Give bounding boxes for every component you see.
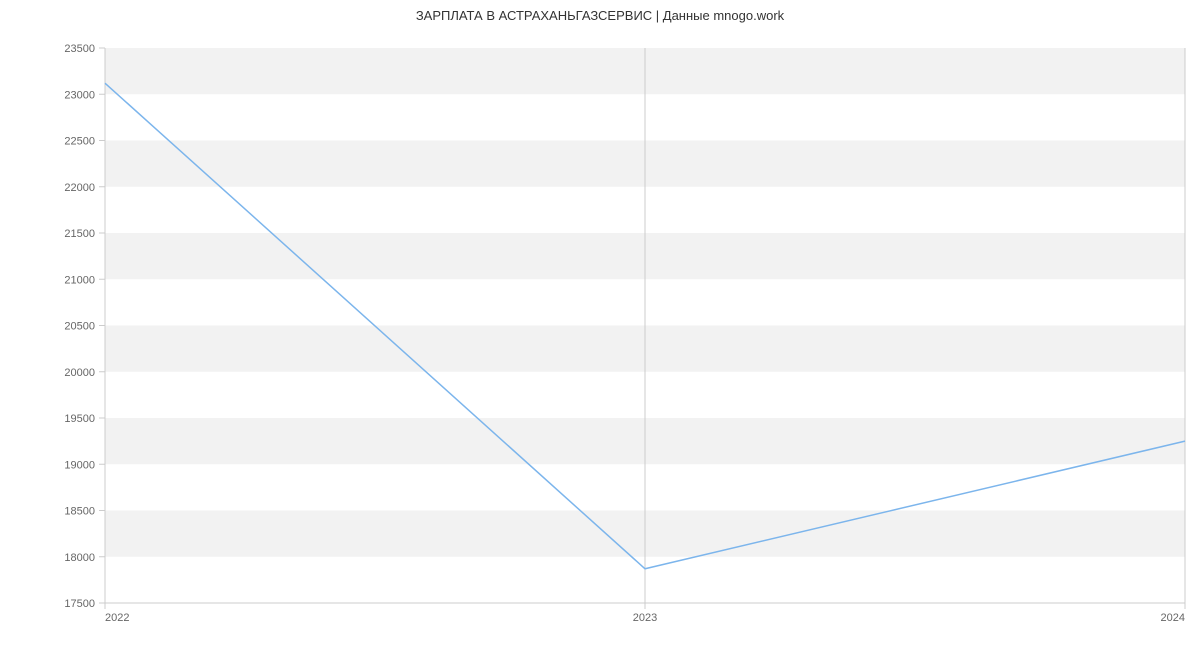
y-tick-label: 23500 [64, 43, 95, 55]
chart-container: 17500 18000 18500 19000 19500 20000 20500 21000… [0, 30, 1200, 630]
chart-svg: 17500 18000 18500 19000 19500 20000 20500 21000… [0, 30, 1200, 630]
x-tick-label: 2024 [1161, 612, 1185, 624]
y-tick-label: 20500 [64, 321, 95, 333]
y-tick-label: 21000 [64, 274, 95, 286]
y-tick-label: 21500 [64, 228, 95, 240]
y-tick-label: 23000 [64, 89, 95, 101]
y-tick-label: 22000 [64, 182, 95, 194]
y-tick-label: 18000 [64, 552, 95, 564]
x-tick-label: 2022 [105, 612, 129, 624]
y-tick-label: 18500 [64, 506, 95, 518]
x-tick-label: 2023 [633, 612, 657, 624]
y-tick-label: 19500 [64, 413, 95, 425]
y-tick-label: 20000 [64, 367, 95, 379]
y-tick-label: 19000 [64, 459, 95, 471]
y-tick-label: 17500 [64, 598, 95, 610]
chart-title: ЗАРПЛАТА В АСТРАХАНЬГАЗСЕРВИС | Данные m… [0, 0, 1200, 23]
y-tick-label: 22500 [64, 136, 95, 148]
